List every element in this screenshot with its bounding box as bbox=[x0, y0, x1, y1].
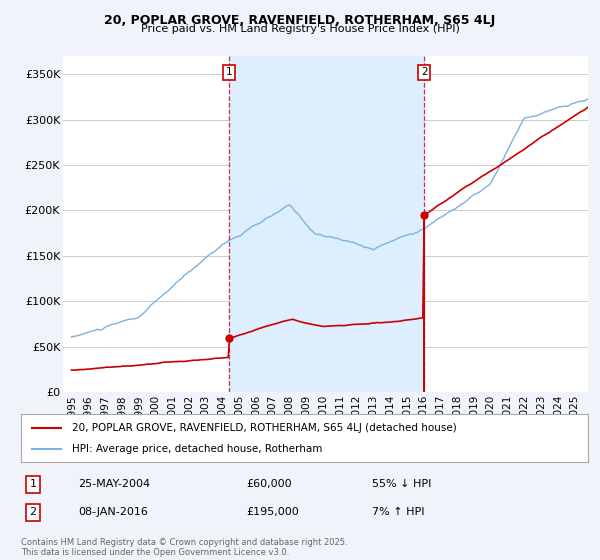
Text: 55% ↓ HPI: 55% ↓ HPI bbox=[372, 479, 431, 489]
Text: £60,000: £60,000 bbox=[246, 479, 292, 489]
Text: 1: 1 bbox=[29, 479, 37, 489]
Text: £195,000: £195,000 bbox=[246, 507, 299, 517]
Text: Price paid vs. HM Land Registry's House Price Index (HPI): Price paid vs. HM Land Registry's House … bbox=[140, 24, 460, 34]
Text: 20, POPLAR GROVE, RAVENFIELD, ROTHERHAM, S65 4LJ: 20, POPLAR GROVE, RAVENFIELD, ROTHERHAM,… bbox=[104, 14, 496, 27]
Text: 2: 2 bbox=[29, 507, 37, 517]
Text: 1: 1 bbox=[226, 67, 232, 77]
Text: 25-MAY-2004: 25-MAY-2004 bbox=[78, 479, 150, 489]
Text: Contains HM Land Registry data © Crown copyright and database right 2025.
This d: Contains HM Land Registry data © Crown c… bbox=[21, 538, 347, 557]
Text: 08-JAN-2016: 08-JAN-2016 bbox=[78, 507, 148, 517]
Text: 2: 2 bbox=[421, 67, 427, 77]
Point bbox=[224, 333, 233, 342]
Text: 7% ↑ HPI: 7% ↑ HPI bbox=[372, 507, 425, 517]
Point bbox=[419, 211, 429, 220]
Text: HPI: Average price, detached house, Rotherham: HPI: Average price, detached house, Roth… bbox=[72, 444, 322, 454]
Bar bbox=[229, 56, 424, 392]
Text: 20, POPLAR GROVE, RAVENFIELD, ROTHERHAM, S65 4LJ (detached house): 20, POPLAR GROVE, RAVENFIELD, ROTHERHAM,… bbox=[72, 423, 457, 433]
